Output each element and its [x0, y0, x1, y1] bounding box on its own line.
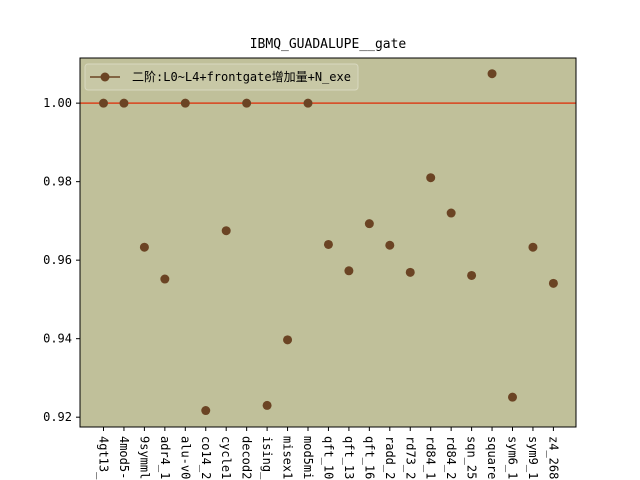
x-tick-label: 4gt13_9	[97, 436, 111, 480]
data-point	[528, 242, 538, 252]
data-point	[119, 98, 129, 108]
data-point	[426, 173, 436, 183]
plot-frame	[79, 57, 577, 428]
data-point	[385, 240, 395, 250]
x-tick-label: sqn_25	[465, 436, 479, 479]
data-point	[344, 266, 354, 276]
data-points	[99, 69, 558, 416]
data-point	[405, 267, 415, 277]
x-tick-label: rd84_2	[444, 436, 458, 479]
x-tick-label: qft_16	[362, 436, 376, 479]
data-point	[262, 400, 272, 410]
x-tick-label: ising_m	[260, 436, 274, 480]
data-point	[508, 392, 517, 402]
data-point	[303, 98, 313, 108]
x-tick-label: adr4_1	[158, 436, 172, 479]
x-tick-label: co14_2	[199, 436, 213, 479]
y-tick-label: 0.92	[43, 410, 72, 424]
legend-label: 二阶:L0~L4+frontgate增加量+N_exe	[132, 70, 351, 84]
x-tick-label: alu-v0	[178, 436, 192, 479]
x-tick-label: cycle1	[219, 436, 233, 479]
y-tick-label: 0.94	[43, 332, 72, 346]
data-point	[364, 219, 374, 229]
legend-marker	[100, 72, 110, 82]
data-point	[221, 226, 231, 236]
y-axis: 0.92 0.94 0.96 0.98 1.00	[43, 96, 80, 424]
x-axis: 4gt13_9 4mod5- 9symml adr4_1 alu-v0 co14_2 cyc…	[97, 427, 560, 480]
x-tick-label: radd_2	[383, 436, 397, 479]
data-point	[323, 239, 333, 249]
data-point	[201, 406, 211, 416]
x-tick-label: sym9_1	[526, 436, 540, 479]
data-point	[283, 335, 293, 345]
data-point	[160, 274, 170, 284]
legend: 二阶:L0~L4+frontgate增加量+N_exe	[84, 63, 359, 91]
data-point	[180, 98, 190, 108]
y-tick-label: 1.00	[43, 96, 72, 110]
data-point	[139, 242, 149, 252]
data-point	[99, 98, 108, 108]
x-tick-label: rd73_2	[403, 436, 417, 479]
x-tick-label: square	[485, 436, 499, 479]
x-tick-label: mod5mi	[301, 436, 315, 479]
x-tick-label: rd84_1	[424, 436, 438, 479]
data-point	[242, 98, 252, 108]
legend-box	[84, 63, 359, 91]
x-tick-label: decod2	[240, 436, 254, 479]
data-point	[467, 270, 477, 280]
y-tick-label: 0.96	[43, 253, 72, 267]
chart-title: IBMQ_GUADALUPE__gate	[250, 37, 407, 52]
x-tick-label: z4_268	[546, 436, 560, 479]
x-tick-label: 4mod5-	[117, 436, 131, 479]
data-point	[548, 278, 558, 288]
x-tick-label: misex1	[281, 436, 295, 479]
x-tick-label: 9symml	[137, 436, 151, 479]
x-tick-label: sym6_1	[506, 436, 520, 479]
data-point	[487, 69, 497, 79]
y-tick-label: 0.98	[43, 175, 72, 189]
x-tick-label: qft_13	[342, 436, 356, 479]
data-point	[446, 208, 456, 218]
x-tick-label: qft_10	[321, 436, 335, 479]
